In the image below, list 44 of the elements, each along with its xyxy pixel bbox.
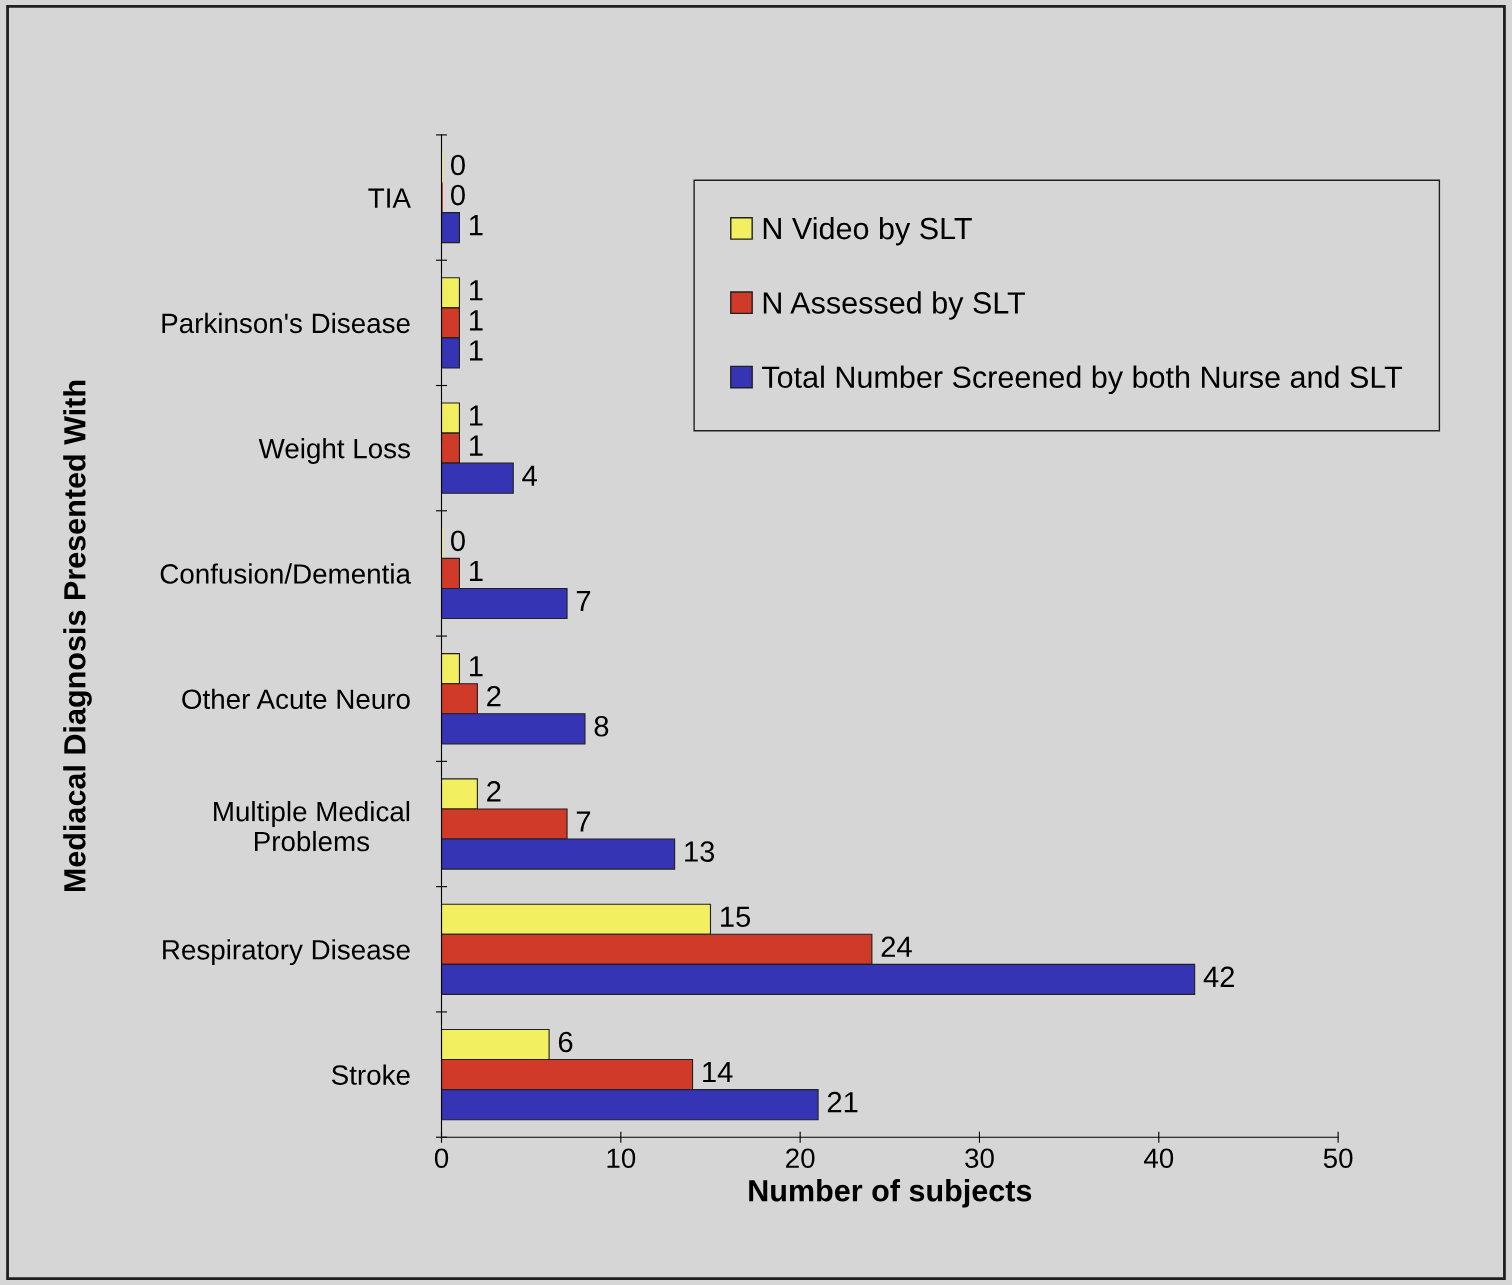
data-label: 7 <box>576 590 591 612</box>
y-tick-label: Other Acute Neuro <box>182 688 410 710</box>
data-label: 1 <box>469 215 483 236</box>
legend-label: N Video by SLT <box>763 216 972 246</box>
data-label: 13 <box>685 841 715 862</box>
data-label: 0 <box>450 184 465 206</box>
data-label: 4 <box>522 465 537 486</box>
y-tick-label: Confusion/Dementia <box>160 563 411 584</box>
y-tick-label: Respiratory Disease <box>163 939 410 966</box>
x-tick-label: 10 <box>607 1148 636 1169</box>
x-tick-label: 20 <box>786 1148 815 1169</box>
x-tick-label: 40 <box>1143 1148 1174 1169</box>
y-tick-label: Stroke <box>331 1064 410 1085</box>
data-label: 42 <box>1203 966 1234 987</box>
y-axis-title: Mediacal Diagnosis Presented With <box>63 380 92 892</box>
data-label: 1 <box>469 656 483 677</box>
x-tick-label: 0 <box>434 1148 449 1169</box>
x-tick-label: 50 <box>1323 1148 1353 1169</box>
data-label: 1 <box>469 280 483 301</box>
legend-label: N Assessed by SLT <box>763 291 1026 320</box>
y-tick-label: Multiple Medical Problems <box>214 800 410 852</box>
data-label: 8 <box>594 715 609 737</box>
data-label: 0 <box>450 154 465 176</box>
data-label: 1 <box>469 405 483 426</box>
data-label: 7 <box>576 811 591 832</box>
data-label: 21 <box>827 1091 858 1113</box>
y-tick-label: Weight Loss <box>258 438 410 464</box>
x-tick-label: 30 <box>965 1148 994 1169</box>
bar <box>441 212 460 244</box>
data-label: 2 <box>487 781 501 802</box>
data-label: 1 <box>469 310 483 331</box>
y-tick-label: Parkinson's Disease <box>162 312 410 334</box>
data-label: 1 <box>469 340 483 361</box>
data-label: 0 <box>450 530 465 552</box>
legend-label: Total Number Screened by both Nurse and SLT <box>762 365 1403 395</box>
data-label: 24 <box>881 936 912 957</box>
data-label: 1 <box>469 560 483 581</box>
data-label: 6 <box>558 1031 573 1053</box>
data-label: 15 <box>721 906 751 928</box>
data-label: 2 <box>487 685 501 707</box>
x-axis-title: Number of subjects <box>749 1179 1032 1208</box>
data-label: 14 <box>703 1062 733 1083</box>
data-label: 1 <box>469 435 483 456</box>
y-tick-label: TIA <box>368 188 411 208</box>
